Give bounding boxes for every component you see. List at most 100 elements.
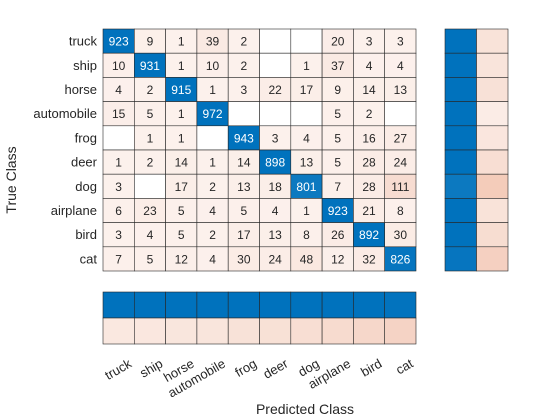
matrix-cell: [353, 222, 385, 248]
cell-value: 28: [362, 156, 376, 170]
matrix-cell: [134, 52, 166, 78]
row-summary-incorrect-cell: [476, 222, 509, 248]
matrix-cell: [102, 77, 135, 102]
matrix-cell: [353, 198, 385, 223]
cell-value: 12: [175, 252, 189, 266]
cell-value: 898: [265, 156, 285, 170]
matrix-cell: [259, 222, 292, 248]
cell-value: 8: [397, 204, 404, 218]
cell-value: 4: [397, 59, 404, 73]
y-tick-label: horse: [64, 82, 97, 97]
row-summary-correct-cell: [444, 28, 477, 54]
matrix-cell: [384, 77, 417, 102]
cell-value: 1: [178, 59, 185, 73]
y-axis-title: True Class: [3, 146, 19, 213]
row-summary-correct-cell: [444, 222, 477, 248]
matrix-cell: [259, 246, 292, 272]
cell-value: 943: [234, 131, 254, 145]
cell-value: 28: [362, 180, 376, 194]
cell-value: 9: [147, 35, 154, 49]
matrix-cell: [290, 246, 323, 272]
y-tick-label: frog: [75, 130, 97, 145]
cell-value: 48: [300, 252, 314, 266]
column-summary-incorrect-cell: [227, 317, 260, 345]
cell-value: 931: [140, 59, 160, 73]
y-tick-label: bird: [75, 227, 97, 242]
matrix-cell: [165, 222, 198, 248]
column-summary-correct-cell: [321, 291, 354, 319]
column-summary-correct-cell: [196, 291, 229, 319]
x-tick-label: frog: [232, 356, 259, 380]
matrix-cell: [259, 77, 292, 102]
column-summary-correct-cell: [102, 291, 135, 319]
cell-value: 972: [203, 107, 223, 121]
y-tick-label: automobile: [33, 106, 97, 121]
matrix-cell: [290, 198, 323, 223]
column-summary-correct-cell: [353, 291, 385, 319]
cell-value: 5: [178, 204, 185, 218]
row-summary-correct-cell: [444, 198, 477, 223]
row-summary-incorrect-cell: [476, 101, 509, 127]
cell-value: 24: [268, 252, 282, 266]
row-summary-correct-cell: [444, 149, 477, 175]
matrix-cell: [227, 125, 260, 151]
matrix-cell: [384, 246, 417, 272]
cell-value: 2: [366, 107, 373, 121]
cell-value: 5: [334, 107, 341, 121]
matrix-cell: [290, 52, 323, 78]
cell-value: 9: [334, 83, 341, 97]
matrix-cell: [196, 173, 229, 199]
row-summary-incorrect-cell: [476, 125, 509, 151]
cell-value: 13: [268, 228, 282, 242]
cell-value: 1: [178, 35, 185, 49]
row-summary-correct-cell: [444, 173, 477, 199]
column-summary-incorrect-cell: [134, 317, 166, 345]
cell-value: 2: [147, 156, 154, 170]
cell-value: 22: [268, 83, 282, 97]
column-summary-incorrect-cell: [259, 317, 292, 345]
cell-value: 3: [241, 83, 248, 97]
cell-value: 2: [241, 59, 248, 73]
row-summary-incorrect-cell: [476, 198, 509, 223]
matrix-cell: [196, 149, 229, 175]
cell-value: 32: [362, 252, 376, 266]
matrix-cell: [227, 101, 260, 127]
column-summary-incorrect-cell: [321, 317, 354, 345]
cell-value: 3: [115, 180, 122, 194]
column-summary-incorrect-cell: [290, 317, 323, 345]
cell-value: 1: [303, 204, 310, 218]
column-summary-correct-cell: [165, 291, 198, 319]
matrix-cell: [227, 149, 260, 175]
column-summary-correct-cell: [134, 291, 166, 319]
cell-value: 23: [143, 204, 157, 218]
matrix-cell: [196, 101, 229, 127]
row-summary-incorrect-cell: [476, 173, 509, 199]
cell-value: 5: [334, 131, 341, 145]
matrix-cell: [259, 28, 292, 54]
column-summary-incorrect-cell: [102, 317, 135, 345]
cell-value: 1: [209, 156, 216, 170]
cell-value: 27: [394, 131, 408, 145]
matrix-cell: [321, 149, 354, 175]
matrix-cell: [134, 246, 166, 272]
matrix-cell: [134, 149, 166, 175]
column-summary-incorrect-cell: [165, 317, 198, 345]
cell-value: 4: [209, 252, 216, 266]
matrix-cell: [102, 149, 135, 175]
cell-value: 37: [331, 59, 345, 73]
y-tick-label: airplane: [51, 203, 97, 218]
matrix-cell: [196, 77, 229, 102]
y-tick-label: deer: [71, 155, 98, 170]
matrix-cell: [259, 173, 292, 199]
cell-value: 8: [303, 228, 310, 242]
cell-value: 892: [359, 228, 379, 242]
cell-value: 16: [362, 131, 376, 145]
cell-value: 10: [112, 59, 126, 73]
x-tick-label: truck: [102, 355, 134, 382]
cell-value: 14: [237, 156, 251, 170]
cell-value: 5: [178, 228, 185, 242]
cell-value: 1: [209, 83, 216, 97]
cell-value: 2: [209, 180, 216, 194]
matrix-cell: [321, 125, 354, 151]
